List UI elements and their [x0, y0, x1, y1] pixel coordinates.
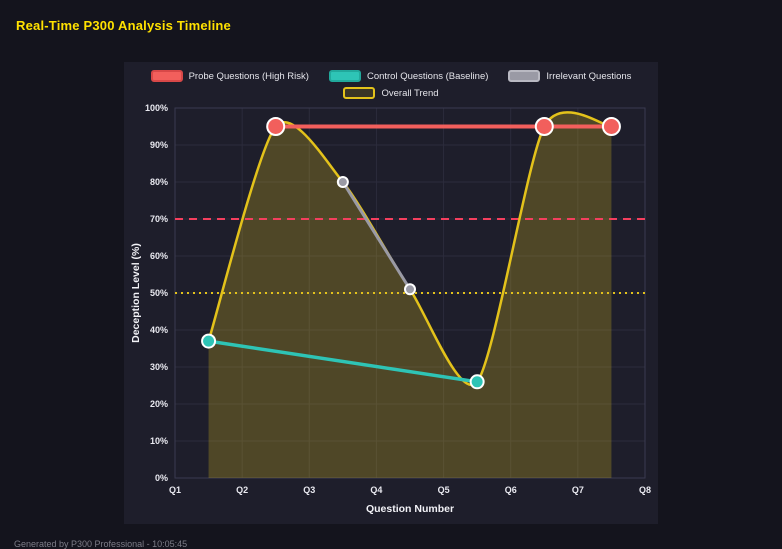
legend-item[interactable]: Control Questions (Baseline) — [328, 70, 489, 82]
svg-text:10%: 10% — [150, 436, 168, 446]
y-axis-title: Deception Level (%) — [130, 243, 142, 343]
svg-text:Q7: Q7 — [572, 485, 584, 495]
svg-text:80%: 80% — [150, 177, 168, 187]
legend-label: Control Questions (Baseline) — [366, 70, 489, 82]
svg-text:Q5: Q5 — [438, 485, 450, 495]
svg-text:Q4: Q4 — [370, 485, 382, 495]
legend: Probe Questions (High Risk) Control Quest… — [124, 70, 658, 99]
legend-label: Overall Trend — [381, 87, 439, 99]
p300-timeline-chart: Q1 Q2 Q3 Q4 Q5 Q6 Q7 Q8 0% 10% 20% 30% 40% 50% 60% 70% 8… — [130, 103, 651, 515]
legend-swatch-icon — [328, 70, 361, 82]
x-axis-title: Question Number — [366, 503, 454, 515]
legend-item[interactable]: Overall Trend — [343, 87, 439, 99]
data-point — [266, 117, 286, 136]
data-point — [404, 283, 416, 296]
page-footer: Generated by P300 Professional - 10:05:4… — [14, 539, 188, 549]
svg-text:50%: 50% — [150, 288, 168, 298]
svg-text:Q6: Q6 — [505, 485, 517, 495]
svg-text:0%: 0% — [155, 473, 168, 483]
series-line — [208, 339, 478, 384]
svg-text:60%: 60% — [150, 251, 168, 261]
legend-swatch-icon — [343, 87, 376, 99]
svg-text:20%: 20% — [150, 399, 168, 409]
legend-swatch-icon — [508, 70, 541, 82]
svg-text:Q2: Q2 — [236, 485, 248, 495]
data-point — [336, 176, 349, 188]
legend-item[interactable]: Irrelevant Questions — [508, 70, 631, 82]
legend-item[interactable]: Probe Questions (High Risk) — [150, 70, 309, 82]
legend-row: Overall Trend — [343, 87, 439, 99]
svg-text:Q1: Q1 — [169, 485, 181, 495]
data-point — [201, 333, 217, 349]
svg-text:90%: 90% — [150, 140, 168, 150]
svg-text:40%: 40% — [150, 325, 168, 335]
legend-label: Probe Questions (High Risk) — [188, 70, 309, 82]
data-point — [601, 117, 621, 136]
svg-text:100%: 100% — [145, 103, 168, 113]
legend-label: Irrelevant Questions — [546, 70, 632, 82]
legend-row: Probe Questions (High Risk) Control Quest… — [150, 70, 631, 82]
chart-panel: Probe Questions (High Risk) Control Quest… — [124, 62, 658, 524]
legend-swatch-icon — [150, 70, 183, 82]
svg-text:70%: 70% — [150, 214, 168, 224]
svg-text:30%: 30% — [150, 362, 168, 372]
data-point — [469, 374, 485, 390]
page-title: Real-Time P300 Analysis Timeline — [16, 18, 231, 33]
series-line — [341, 181, 412, 291]
svg-text:Q8: Q8 — [639, 485, 651, 495]
axis-ticks: Q1 Q2 Q3 Q4 Q5 Q6 Q7 Q8 0% 10% 20% 30% 40% 50% 60% 70% 8… — [145, 103, 651, 495]
data-point — [534, 117, 554, 136]
svg-text:Q3: Q3 — [303, 485, 315, 495]
